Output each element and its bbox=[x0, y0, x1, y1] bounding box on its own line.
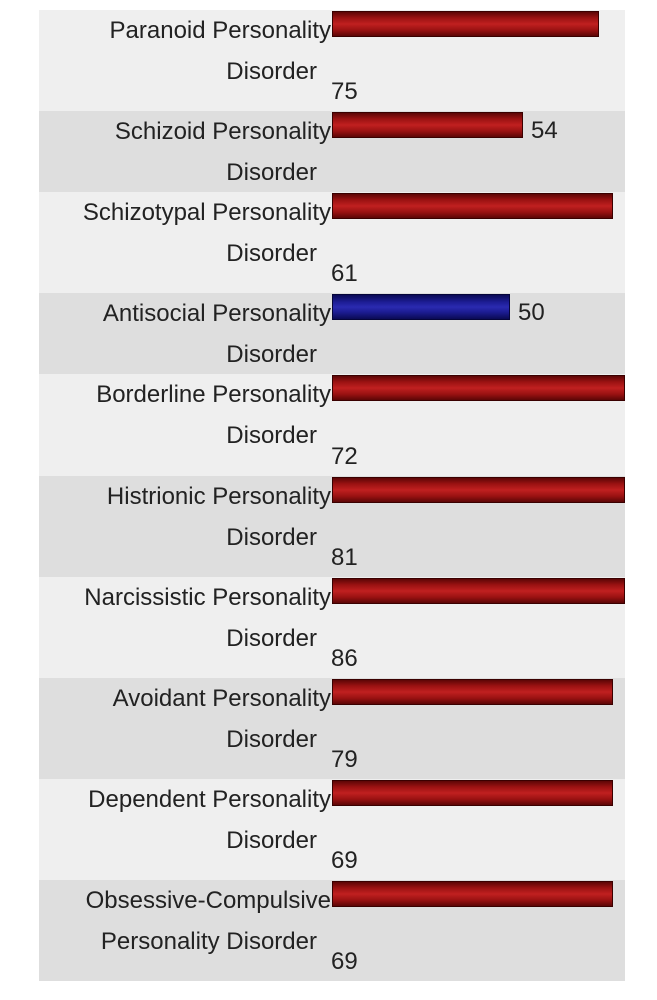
category-label-line: Disorder bbox=[226, 422, 317, 449]
value-label: 79 bbox=[331, 746, 358, 773]
value-label: 54 bbox=[531, 117, 558, 144]
bar bbox=[332, 375, 625, 401]
category-label-line: Narcissistic Personality bbox=[84, 584, 331, 611]
bar bbox=[332, 477, 625, 503]
bar-row: Borderline Personality Disorder 72 bbox=[39, 374, 625, 476]
category-label-line: Disorder bbox=[226, 625, 317, 652]
category-label-line: Disorder bbox=[226, 726, 317, 753]
category-label-line: Obsessive-Compulsive bbox=[85, 887, 331, 914]
bar bbox=[332, 780, 613, 806]
bar bbox=[332, 11, 599, 37]
category-label: Obsessive-Compulsive Personality Disorder bbox=[39, 880, 331, 962]
bar-row: Schizoid Personality Disorder 54 bbox=[39, 111, 625, 192]
category-label-line: Avoidant Personality bbox=[112, 685, 331, 712]
bar-row: Avoidant Personality Disorder 79 bbox=[39, 678, 625, 779]
category-label-line: Disorder bbox=[226, 524, 317, 551]
value-label: 61 bbox=[331, 260, 358, 287]
category-label-line: Borderline Personality bbox=[96, 381, 331, 408]
category-label-line: Dependent Personality bbox=[88, 786, 331, 813]
category-label: Dependent Personality Disorder bbox=[39, 779, 331, 861]
bar-row: Narcissistic Personality Disorder 86 bbox=[39, 577, 625, 678]
category-label-line: Histrionic Personality bbox=[106, 483, 331, 510]
bar bbox=[332, 679, 613, 705]
category-label: Schizotypal Personality Disorder bbox=[39, 192, 331, 274]
category-label: Borderline Personality Disorder bbox=[39, 374, 331, 456]
category-label-line: Disorder bbox=[226, 341, 317, 368]
category-label-line: Disorder bbox=[226, 827, 317, 854]
bar bbox=[332, 294, 510, 320]
category-label-line: Schizotypal Personality bbox=[82, 199, 331, 226]
value-label: 69 bbox=[331, 847, 358, 874]
category-label-line: Schizoid Personality bbox=[114, 118, 331, 145]
value-label: 72 bbox=[331, 443, 358, 470]
category-label: Histrionic Personality Disorder bbox=[39, 476, 331, 558]
category-label: Avoidant Personality Disorder bbox=[39, 678, 331, 760]
bar-row: Antisocial Personality Disorder 50 bbox=[39, 293, 625, 374]
category-label-line: Paranoid Personality bbox=[109, 17, 331, 44]
bar bbox=[332, 193, 613, 219]
category-label-line: Disorder bbox=[226, 159, 317, 186]
bar bbox=[332, 881, 613, 907]
bar bbox=[332, 112, 523, 138]
category-label: Narcissistic Personality Disorder bbox=[39, 577, 331, 659]
bar bbox=[332, 578, 625, 604]
category-label-line: Disorder bbox=[226, 240, 317, 267]
category-label: Antisocial Personality Disorder bbox=[39, 293, 331, 375]
bar-row: Paranoid Personality Disorder 75 bbox=[39, 10, 625, 111]
value-label: 50 bbox=[518, 299, 545, 326]
category-label: Schizoid Personality Disorder bbox=[39, 111, 331, 193]
value-label: 86 bbox=[331, 645, 358, 672]
bar-row: Dependent Personality Disorder 69 bbox=[39, 779, 625, 880]
category-label-line: Disorder bbox=[226, 58, 317, 85]
category-label-line: Personality Disorder bbox=[100, 928, 317, 955]
bar-row: Histrionic Personality Disorder 81 bbox=[39, 476, 625, 577]
category-label: Paranoid Personality Disorder bbox=[39, 10, 331, 92]
bar-row: Obsessive-Compulsive Personality Disorder… bbox=[39, 880, 625, 981]
value-label: 81 bbox=[331, 544, 358, 571]
bar-row: Schizotypal Personality Disorder 61 bbox=[39, 192, 625, 293]
value-label: 75 bbox=[331, 78, 358, 105]
value-label: 69 bbox=[331, 948, 358, 975]
category-label-line: Antisocial Personality bbox=[102, 300, 331, 327]
